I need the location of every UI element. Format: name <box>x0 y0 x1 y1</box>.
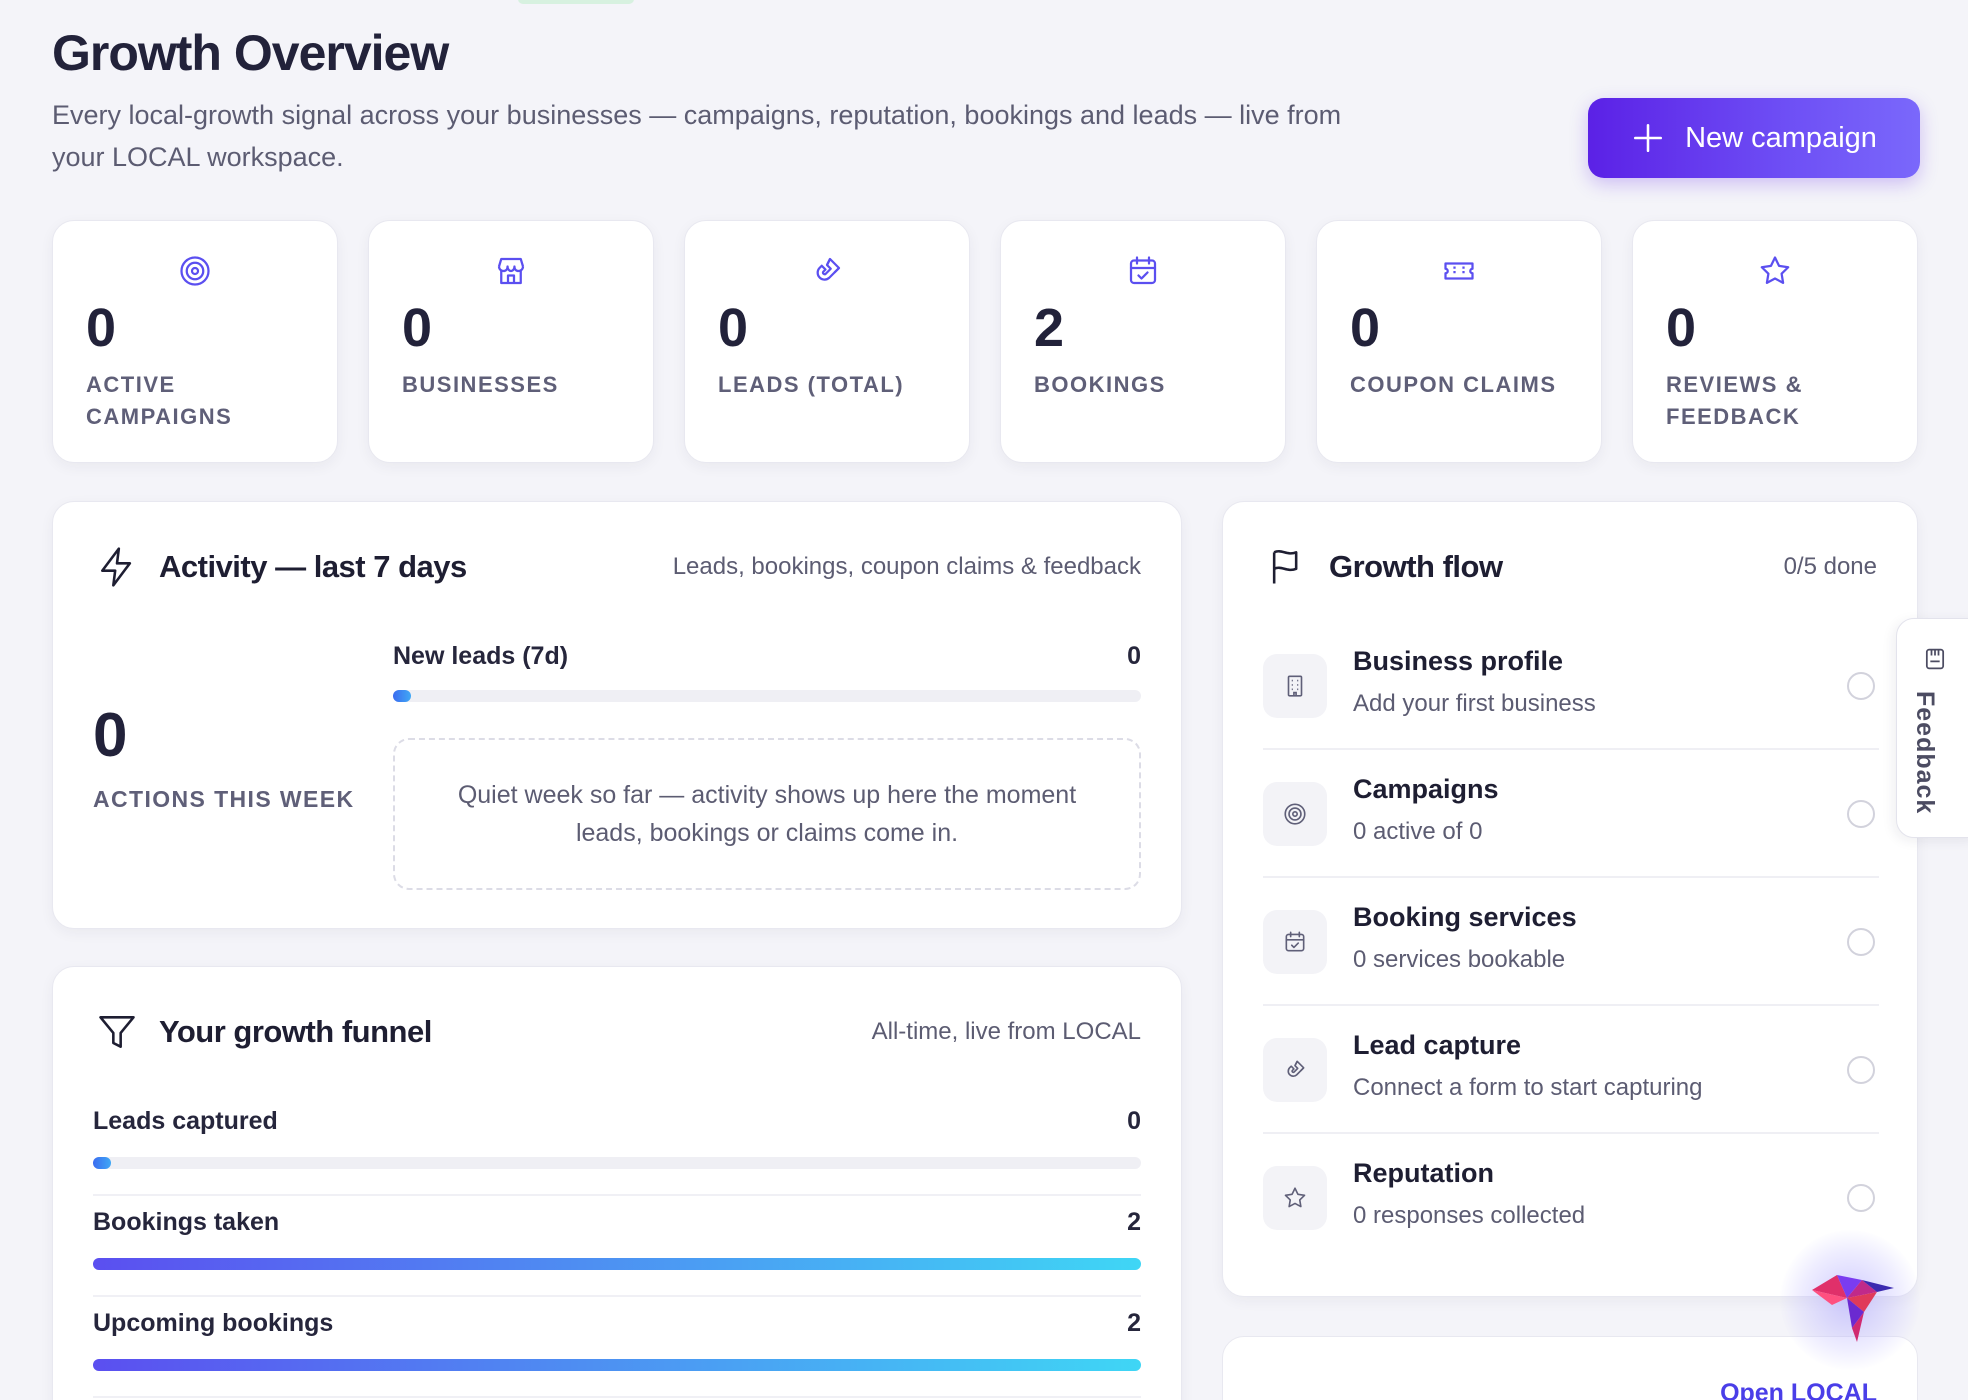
new-leads-label: New leads (7d) <box>393 642 569 670</box>
actions-count: 0 <box>93 701 128 770</box>
kpi-value: 0 <box>86 298 117 358</box>
flow-item-campaigns[interactable]: Campaigns 0 active of 0 <box>1263 750 1879 878</box>
empty-state-message: Quiet week so far — activity shows up he… <box>393 738 1141 890</box>
bird-logo-icon <box>1812 1275 1894 1342</box>
plus-icon <box>1634 123 1663 153</box>
star-icon <box>1760 256 1790 284</box>
target-icon <box>1284 803 1306 825</box>
flow-item-status-radio[interactable] <box>1847 928 1875 956</box>
funnel-title: Your growth funnel <box>159 1014 432 1049</box>
new-leads-bar: New leads (7d) 0 <box>393 642 1141 702</box>
kpi-value: 0 <box>1350 298 1381 358</box>
feedback-label: Feedback <box>1911 691 1939 815</box>
kpi-card-leads[interactable]: 0 LEADS (TOTAL) <box>684 220 970 463</box>
actions-label: ACTIONS THIS WEEK <box>93 786 355 812</box>
page-title: Growth Overview <box>52 25 449 81</box>
progress-track <box>93 1258 1141 1270</box>
flag-icon <box>1272 550 1298 584</box>
funnel-panel: Your growth funnel All-time, live from L… <box>52 966 1182 1400</box>
flow-item-subtitle: Connect a form to start capturing <box>1353 1074 1703 1101</box>
kpi-label: LEADS (TOTAL) <box>718 372 905 397</box>
top-indicator <box>518 0 634 4</box>
progress-fill <box>393 690 411 702</box>
growth-flow-panel: Growth flow 0/5 done Business profile Ad… <box>1222 501 1918 1297</box>
assistant-mascot-button[interactable] <box>1780 1230 1920 1370</box>
funnel-row-value: 2 <box>1127 1208 1141 1236</box>
kpi-label: COUPON CLAIMS <box>1350 372 1557 397</box>
flow-item-business-profile[interactable]: Business profile Add your first business <box>1263 622 1879 750</box>
flow-item-title: Booking services <box>1353 902 1577 932</box>
funnel-row-label: Upcoming bookings <box>93 1309 334 1337</box>
kpi-card-reviews[interactable]: 0 REVIEWS & FEEDBACK <box>1632 220 1918 463</box>
feedback-tab[interactable]: Feedback <box>1896 618 1968 838</box>
funnel-row-label: Bookings taken <box>93 1208 280 1236</box>
funnel-row: Leads captured 0 <box>93 1095 1141 1196</box>
flow-item-title: Reputation <box>1353 1158 1494 1188</box>
flow-item-subtitle: Add your first business <box>1353 690 1596 717</box>
kpi-card-active-campaigns[interactable]: 0 ACTIVE CAMPAIGNS <box>52 220 338 463</box>
activity-title: Activity — last 7 days <box>159 549 467 584</box>
progress-track <box>393 690 1141 702</box>
calendar-check-icon <box>1285 931 1305 952</box>
funnel-icon <box>99 1016 135 1048</box>
feedback-icon <box>1925 648 1945 670</box>
flow-item-status-radio[interactable] <box>1847 672 1875 700</box>
progress-track <box>93 1359 1141 1371</box>
kpi-label: REVIEWS & FEEDBACK <box>1666 372 1803 429</box>
calendar-check-icon <box>1129 256 1157 285</box>
funnel-row-value: 0 <box>1127 1107 1141 1135</box>
progress-fill <box>93 1157 111 1169</box>
kpi-value: 2 <box>1034 298 1065 358</box>
flow-item-title: Lead capture <box>1353 1030 1522 1060</box>
kpi-card-bookings[interactable]: 2 BOOKINGS <box>1000 220 1286 463</box>
ticket-icon <box>1444 262 1474 280</box>
kpi-card-coupon-claims[interactable]: 0 COUPON CLAIMS <box>1316 220 1602 463</box>
local-workspace-card: Open LOCAL <box>1222 1336 1918 1400</box>
flow-item-lead-capture[interactable]: Lead capture Connect a form to start cap… <box>1263 1006 1879 1134</box>
new-campaign-label: New campaign <box>1685 121 1877 154</box>
funnel-note: All-time, live from LOCAL <box>871 1018 1141 1045</box>
flow-item-status-radio[interactable] <box>1847 800 1875 828</box>
flow-item-reputation[interactable]: Reputation 0 responses collected <box>1263 1134 1879 1262</box>
new-campaign-button[interactable]: New campaign <box>1588 98 1920 178</box>
star-icon <box>1284 1187 1306 1208</box>
kpi-value: 0 <box>718 298 749 358</box>
progress-fill <box>93 1258 1141 1270</box>
kpi-label: ACTIVE CAMPAIGNS <box>86 372 233 429</box>
building-icon <box>1287 675 1303 697</box>
flow-item-status-radio[interactable] <box>1847 1056 1875 1084</box>
funnel-row: Upcoming bookings 2 <box>93 1297 1141 1398</box>
target-icon <box>180 256 210 286</box>
activity-note: Leads, bookings, coupon claims & feedbac… <box>672 553 1141 580</box>
page-subtitle: Every local-growth signal across your bu… <box>52 100 1342 172</box>
funnel-row-value: 2 <box>1127 1309 1141 1337</box>
flow-item-booking-services[interactable]: Booking services 0 services bookable <box>1263 878 1879 1006</box>
growth-flow-title: Growth flow <box>1329 549 1503 584</box>
growth-flow-progress: 0/5 done <box>1783 553 1877 580</box>
open-local-link[interactable]: Open LOCAL <box>1720 1379 1877 1400</box>
progress-track <box>93 1157 1141 1169</box>
kpi-card-businesses[interactable]: 0 BUSINESSES <box>368 220 654 463</box>
kpi-value: 0 <box>1666 298 1697 358</box>
progress-fill <box>93 1359 1141 1371</box>
flow-item-title: Campaigns <box>1353 774 1499 804</box>
flow-item-title: Business profile <box>1353 646 1564 676</box>
flow-item-subtitle: 0 services bookable <box>1353 946 1566 973</box>
new-leads-value: 0 <box>1127 642 1141 670</box>
flow-item-subtitle: 0 active of 0 <box>1353 818 1483 845</box>
lightning-icon <box>101 547 132 587</box>
funnel-row: Bookings taken 2 <box>93 1196 1141 1297</box>
kpi-label: BOOKINGS <box>1034 372 1166 397</box>
flow-item-subtitle: 0 responses collected <box>1353 1202 1586 1229</box>
store-icon <box>497 257 525 285</box>
kpi-label: BUSINESSES <box>402 372 559 397</box>
funnel-row-label: Leads captured <box>93 1107 278 1135</box>
activity-panel: Activity — last 7 days Leads, bookings, … <box>52 501 1182 929</box>
flow-item-status-radio[interactable] <box>1847 1184 1875 1212</box>
magnet-icon <box>1287 1060 1305 1077</box>
kpi-value: 0 <box>402 298 433 358</box>
magnet-icon <box>816 257 841 281</box>
